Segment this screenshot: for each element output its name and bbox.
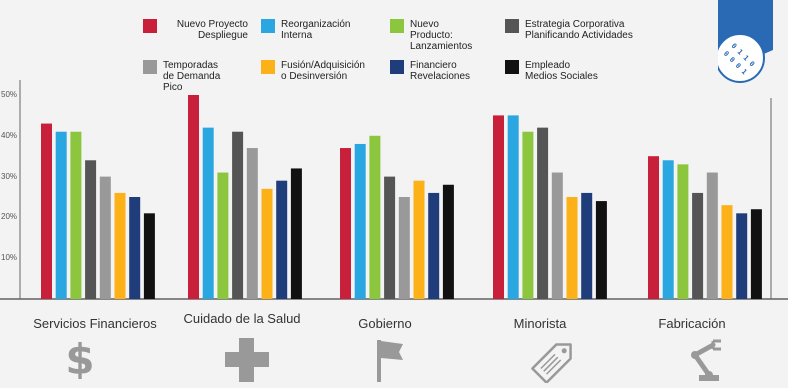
bar — [188, 95, 199, 299]
legend-label: Nuevo Proyecto Despliegue — [176, 19, 248, 41]
bar — [677, 164, 689, 299]
bar — [507, 115, 519, 300]
bar — [750, 209, 762, 299]
legend-label: Estrategia Corporativa Planificando Acti… — [525, 19, 633, 41]
legend-swatch — [143, 60, 157, 74]
legend-label: Financiero Revelaciones — [410, 60, 471, 82]
legend-swatch — [261, 60, 275, 74]
y-tick-label: 20% — [1, 212, 18, 222]
bar — [232, 131, 244, 299]
category-label: Fabricación — [658, 316, 726, 331]
bar — [129, 197, 141, 299]
bar — [398, 197, 410, 299]
bar — [354, 143, 366, 299]
category-label: Minorista — [513, 316, 567, 331]
y-tick-label: 10% — [1, 253, 18, 263]
bar — [70, 131, 82, 299]
flag-icon — [365, 338, 415, 383]
legend-label: Nuevo Producto: Lanzamientos — [410, 19, 473, 52]
legend-label: Reorganización Interna — [281, 19, 351, 41]
legend-label: Empleado Medios Sociales — [525, 60, 598, 82]
bar — [217, 172, 229, 299]
bar — [143, 213, 155, 299]
category-label: Cuidado de la Salud — [183, 311, 301, 326]
bar — [340, 148, 351, 299]
legend-item: Nuevo Producto: Lanzamientos — [390, 19, 490, 59]
bar — [41, 123, 52, 299]
legend-item: Fusión/Adquisición o Desinversión — [261, 60, 371, 100]
bar — [551, 172, 563, 299]
bar — [85, 160, 97, 299]
legend-swatch — [390, 19, 404, 33]
bar — [522, 131, 534, 299]
bar — [581, 192, 593, 299]
bar — [692, 192, 704, 299]
bar — [428, 192, 440, 299]
category-label: Gobierno — [358, 316, 412, 331]
legend-swatch — [143, 19, 157, 33]
legend-item: Financiero Revelaciones — [390, 60, 490, 100]
binary-badge: 0 1 1 0 0 0 0 1 — [715, 0, 773, 83]
plus-icon — [222, 337, 272, 382]
dollar-icon: $ — [55, 334, 105, 384]
bar — [99, 176, 111, 299]
bar — [276, 180, 288, 299]
bar — [706, 172, 718, 299]
bar — [442, 184, 454, 299]
y-tick-label: 50% — [1, 90, 18, 99]
legend-label: Temporadas de Demanda Pico — [163, 60, 221, 93]
y-tick-label: 40% — [1, 130, 18, 140]
bar — [384, 176, 396, 299]
bar — [413, 180, 425, 299]
legend-item: Empleado Medios Sociales — [505, 60, 625, 100]
bar — [595, 201, 607, 299]
bar — [736, 213, 748, 299]
bar — [537, 127, 549, 299]
bar — [721, 205, 733, 299]
bar — [648, 156, 659, 299]
legend-swatch — [505, 19, 519, 33]
bar — [202, 127, 214, 299]
legend-item: Reorganización Interna — [261, 19, 371, 59]
bar — [662, 160, 674, 299]
y-tick-label: 30% — [1, 171, 18, 181]
dollar-glyph: $ — [65, 335, 94, 379]
bar — [493, 115, 504, 300]
bar — [261, 188, 273, 299]
legend-item: Estrategia Corporativa Planificando Acti… — [505, 19, 655, 59]
price-tag-icon — [528, 333, 578, 384]
bar — [246, 148, 258, 299]
bar — [114, 192, 126, 299]
legend-swatch — [390, 60, 404, 74]
legend-item: Nuevo Proyecto Despliegue — [143, 19, 248, 59]
category-label: Servicios Financieros — [33, 316, 157, 331]
robot-arm-icon — [683, 337, 733, 382]
bar — [55, 131, 67, 299]
bar — [369, 135, 381, 299]
legend-swatch — [261, 19, 275, 33]
bar — [566, 197, 578, 299]
legend: Nuevo Proyecto Despliegue Reorganización … — [0, 0, 788, 100]
legend-label: Fusión/Adquisición o Desinversión — [281, 60, 365, 82]
bar — [290, 168, 302, 299]
legend-item: Temporadas de Demanda Pico — [143, 60, 243, 100]
legend-swatch — [505, 60, 519, 74]
